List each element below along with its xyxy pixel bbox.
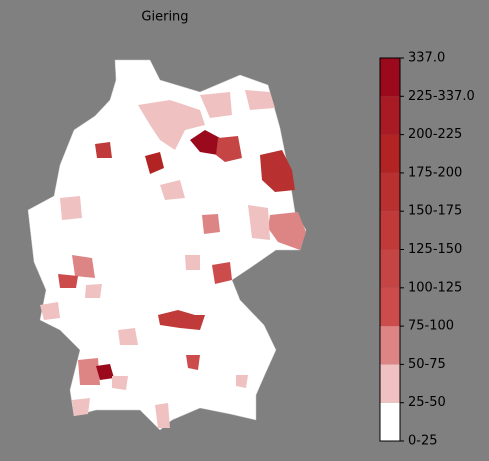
district-fills [40,90,306,428]
district [202,214,220,234]
district [85,284,102,298]
district [118,328,138,345]
district [216,136,242,162]
germany-map [27,59,307,431]
colorbar-label: 50-75 [408,357,446,372]
district [190,130,220,155]
colorbar-label: 337.0 [408,51,445,66]
colorbar-segment [380,58,400,97]
district [212,262,232,284]
colorbar-segment [380,364,400,403]
district [95,142,112,158]
colorbar-segment [380,287,400,327]
district [236,375,248,388]
district [200,92,232,118]
district [60,196,82,220]
colorbar-label: 175-200 [408,165,462,180]
map-title: Giering [141,10,188,25]
colorbar-segment [380,172,400,212]
colorbar-label: 0-25 [408,434,438,449]
colorbar: 0-25 25-50 50-75 75-100 100-125 125-150 150-17… [379,51,475,449]
district [78,358,100,385]
colorbar-segment [380,249,400,288]
colorbar-label: 200-225 [408,127,462,142]
district [260,150,295,192]
district [72,398,90,416]
colorbar-segment [380,402,400,441]
district [186,355,200,370]
colorbar-segment [380,96,400,135]
colorbar-label: 225-337.0 [408,89,475,104]
district [138,100,205,150]
colorbar-label: 125-150 [408,242,462,257]
district [160,180,185,200]
district [112,376,128,390]
district [245,90,275,110]
colorbar-segment [380,211,400,250]
colorbar-segment [380,134,400,173]
colorbar-label: 150-175 [408,204,462,219]
district [158,310,205,330]
district [96,364,114,380]
district [145,152,164,174]
colorbar-label: 75-100 [408,319,454,334]
colorbar-segment [380,326,400,365]
district [185,255,200,270]
district [58,274,78,288]
district [72,255,95,278]
district [155,403,170,428]
district [40,302,60,320]
colorbar-label: 100-125 [408,280,462,295]
colorbar-label: 25-50 [408,395,446,410]
district [268,212,306,250]
district [248,205,270,240]
